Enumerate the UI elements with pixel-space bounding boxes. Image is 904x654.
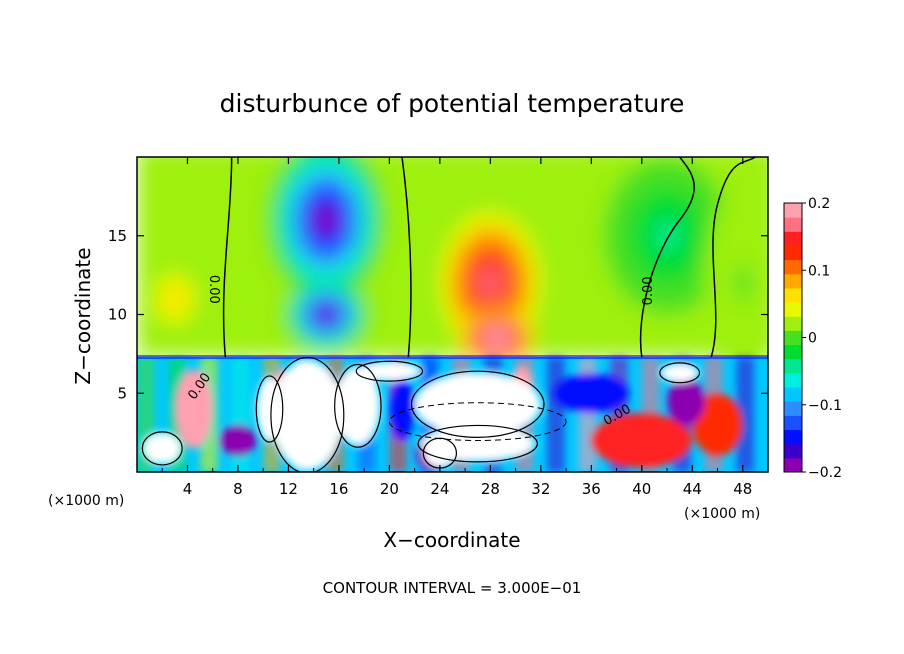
colorbar-tick-label: −0.1	[808, 398, 842, 414]
colorbar: 0.2 0.1 0 −0.1 −0.2	[783, 196, 842, 481]
x-tick-label: 40	[632, 480, 651, 498]
lower-white-region-7	[357, 361, 421, 381]
contour-label-group: 0.00 0.000.000.00	[185, 275, 656, 429]
x-axis: 4 8 12 16 20 24 28 32 36 40 44 48	[161, 157, 752, 498]
colorbar-swatch	[784, 231, 802, 246]
lower-white-region-2	[414, 372, 541, 436]
colorbar-swatch	[784, 217, 802, 232]
colorbar-swatch	[784, 245, 802, 261]
upper-field	[137, 157, 768, 378]
x-unit-label-right: (×1000 m)	[684, 506, 760, 522]
upper-feature-6	[735, 264, 751, 302]
x-tick-label: 4	[183, 480, 193, 498]
colorbar-tick-label: 0.1	[808, 263, 830, 279]
colorbar-swatch	[784, 429, 802, 445]
lower-white-region-1	[335, 366, 380, 446]
interface-band	[137, 355, 768, 360]
contour-line	[710, 157, 756, 358]
contour-label: 0.00	[641, 276, 656, 305]
lower-white-region-6	[143, 432, 182, 465]
colorbar-swatch	[784, 259, 802, 275]
colorbar-swatch	[784, 330, 802, 346]
lower-band-9	[219, 424, 257, 457]
y-tick-label: 10	[108, 306, 127, 324]
colorbar-swatch	[784, 457, 802, 473]
x-axis-title: X−coordinate	[383, 528, 520, 552]
y-tick-label: 5	[117, 384, 127, 402]
lower-white-region-5	[424, 438, 456, 468]
x-tick-label: 48	[733, 480, 752, 498]
lower-white-region-8	[660, 363, 699, 383]
contour-loop	[141, 431, 183, 466]
colorbar-tick-label: 0	[808, 331, 817, 347]
lower-white-region-4	[256, 377, 283, 441]
upper-feature-2	[480, 268, 501, 298]
colorbar-swatch	[784, 302, 802, 317]
colorbar-swatch	[784, 287, 802, 303]
contour-loop	[270, 356, 345, 472]
x-tick-label: 8	[233, 480, 243, 498]
lower-band-3	[591, 412, 693, 469]
lower-stripe	[736, 357, 755, 472]
colorbar-swatch	[784, 372, 802, 388]
y-axis-title: Z−coordinate	[71, 247, 95, 384]
y-axis: 5 10 15	[108, 227, 768, 402]
colorbar-swatch	[784, 358, 802, 374]
x-tick-label: 16	[329, 480, 348, 498]
lower-band-4	[692, 393, 743, 457]
x-tick-label: 36	[582, 480, 601, 498]
x-tick-label: 12	[279, 480, 298, 498]
x-unit-label: (×1000 m)	[48, 493, 124, 509]
contour-loop	[355, 360, 424, 382]
colorbar-swatch	[784, 344, 802, 360]
colorbar-swatch	[784, 387, 802, 402]
contour-lines	[141, 157, 756, 472]
lower-stripe	[547, 357, 565, 472]
contour-loop	[410, 370, 545, 438]
contour-loop	[334, 363, 382, 448]
contour-loop	[417, 424, 538, 463]
upper-feature-1	[318, 307, 335, 322]
x-tick-label: 44	[683, 480, 702, 498]
contour-loop	[255, 375, 284, 443]
plot-area	[137, 157, 768, 472]
contour-loop	[659, 362, 701, 384]
x-tick-label: 32	[531, 480, 550, 498]
colorbar-swatch	[784, 443, 802, 459]
colorbar-swatch	[784, 316, 802, 331]
colorbar-swatch	[784, 415, 802, 431]
upper-feature-0	[314, 204, 338, 236]
lower-field	[137, 355, 768, 472]
y-tick-label: 15	[108, 227, 127, 245]
upper-feature-3	[489, 332, 505, 344]
contour-dashed	[388, 402, 567, 442]
lower-band-6	[389, 377, 415, 441]
lower-white-region-0	[272, 360, 343, 471]
contour-interval-note: CONTOUR INTERVAL = 3.000E−01	[323, 579, 582, 597]
colorbar-tick-label: −0.2	[808, 465, 842, 481]
colorbar-tick-label: 0.2	[808, 196, 830, 212]
x-tick-label: 28	[481, 480, 500, 498]
chart-title: disturbunce of potential temperature	[220, 89, 685, 118]
contour-label: 0.00	[206, 275, 221, 304]
contour-line	[401, 157, 412, 358]
contour-line	[222, 157, 233, 358]
x-tick-label: 24	[430, 480, 449, 498]
colorbar-swatch	[784, 273, 802, 289]
upper-feature-4	[169, 292, 180, 306]
lower-band-8	[667, 377, 705, 425]
lower-band-7	[553, 373, 630, 413]
contour-line	[639, 157, 695, 358]
colorbar-swatch	[784, 401, 802, 416]
colorbar-swatch	[784, 203, 802, 218]
lower-band-0	[174, 369, 213, 449]
x-tick-label: 20	[380, 480, 399, 498]
